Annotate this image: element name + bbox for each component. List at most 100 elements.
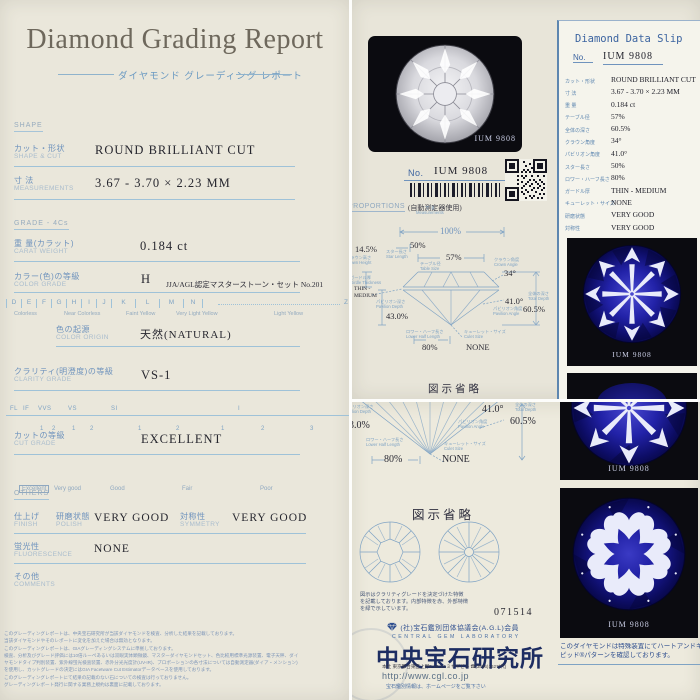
diagram-measurements-label: 寸 法 Measurements bbox=[416, 205, 444, 215]
measurements-label-jp: 寸 法 bbox=[14, 176, 34, 185]
list-item: 2 bbox=[176, 426, 180, 432]
serial-number: 071514 bbox=[494, 607, 533, 618]
arrows-pattern-image bbox=[582, 244, 682, 344]
proportions-diagram bbox=[362, 227, 540, 344]
list-item: を使用し、カットグレードの決定にはGIA Facetware Cut Estim… bbox=[4, 667, 215, 673]
color-origin-value: 天然(NATURAL) bbox=[140, 329, 232, 341]
list-item: ヤモンドタイプ判別装置、紫外線蛍光検査装置、赤外分光光度計(UV-IR)、プロポ… bbox=[4, 660, 298, 666]
finish-label-jp: 仕上げ bbox=[14, 512, 40, 521]
report-subtitle: ダイヤモンド グレーディング レポート bbox=[118, 71, 303, 82]
lower-half-label: ロワー・ハーフ長さ Lower Half Length bbox=[366, 437, 404, 447]
list-item: G bbox=[52, 299, 67, 308]
list-item: このグレーディングレポートは、中央宝石研究所が当該ダイヤモンドを検査、分析した結… bbox=[4, 631, 238, 636]
subtitle-rule-right bbox=[236, 74, 292, 75]
list-item: Light Yellow bbox=[274, 311, 304, 317]
list-item: D bbox=[6, 299, 22, 308]
clarity-plot-note: 図示はクラリティグレードを決定づけた特徴 を記載しております。内部特徴を赤、外部… bbox=[360, 592, 469, 612]
arrows-image-frame: IUM 9808 bbox=[567, 238, 697, 366]
list-item: 1 bbox=[221, 426, 225, 432]
color-scale-end: Z bbox=[344, 299, 348, 306]
arrows-image-id: IUM 9808 bbox=[612, 350, 652, 359]
diagram-pavilion-depth-label: パビリオン深さ Pavilion Depth bbox=[376, 299, 406, 309]
hearts-arrows-note: このダイヤモンドは特殊装置にてハートアンドキュー ピッド®パターンを確認しており… bbox=[560, 643, 700, 659]
hearts-image-partial bbox=[597, 383, 667, 399]
list-item: Faint Yellow bbox=[126, 311, 156, 317]
diagram-crown-angle-value: 34° bbox=[504, 268, 516, 278]
stone-no-value: IUM 9808 bbox=[434, 165, 489, 177]
cut-label-jp: カットの等級 bbox=[14, 431, 65, 440]
grading-report-page: Diamond Grading Report ダイヤモンド グレーディング レポ… bbox=[0, 0, 349, 700]
plot-diagram-circles bbox=[359, 521, 500, 583]
lower-half-value: 80% bbox=[384, 454, 403, 465]
diagram-total-depth-value: 60.5% bbox=[523, 304, 545, 314]
hearts-image-id: IUM 9808 bbox=[608, 620, 650, 629]
barcode bbox=[410, 183, 502, 197]
list-item: 1 bbox=[40, 426, 44, 432]
lab-address: 本社 東京都台東区上野5-15-14 ミヤギビル ☎(3836)1627(代) bbox=[382, 664, 507, 669]
diagram-culet-label: キューレット・サイズ Culet Size bbox=[464, 329, 506, 339]
list-item: IF bbox=[23, 406, 30, 412]
measurements-label-en: MEASUREMENTS bbox=[14, 185, 74, 192]
slip-row: 重 量 0.184 ct bbox=[565, 99, 636, 110]
rule bbox=[404, 180, 508, 181]
list-item: I bbox=[82, 299, 97, 308]
slip-row: キューレット・サイズ NONE bbox=[565, 197, 632, 208]
color-origin-label-en: COLOR ORIGIN bbox=[56, 334, 109, 341]
comments-label-jp: その他 bbox=[14, 572, 40, 581]
list-item: E bbox=[22, 299, 37, 308]
list-item: Very Light Yellow bbox=[176, 311, 218, 317]
diagram-girdle-value-2: MEDIUM bbox=[354, 293, 377, 299]
slip-row: 寸 法 3.67 - 3.70 × 2.23 MM bbox=[565, 87, 680, 97]
subtitle-rule-left bbox=[58, 74, 114, 75]
slip-row: パビリオン角度 41.0° bbox=[565, 148, 628, 159]
list-item: 2 bbox=[261, 426, 265, 432]
pavilion-angle-label: パビリオン角度 Pavilion Angle bbox=[458, 419, 488, 429]
auto-measure-note: (自動測定器使用) bbox=[408, 204, 462, 212]
list-item: VVS bbox=[38, 406, 52, 412]
polish-label-en: POLISH bbox=[56, 521, 83, 528]
rule bbox=[56, 346, 300, 347]
list-item: 3 bbox=[310, 426, 314, 432]
list-item: H bbox=[67, 299, 82, 308]
gem-logo-icon bbox=[387, 622, 397, 632]
fine-print: このグレーディングレポートは、中央宝石研究所が当該ダイヤモンドを検査、分析した結… bbox=[4, 630, 348, 688]
shape-cut-value: ROUND BRILLIANT CUT bbox=[95, 143, 256, 157]
arrows-pattern-image bbox=[568, 402, 691, 471]
list-item: Excellent bbox=[19, 485, 50, 493]
fluorescence-value: NONE bbox=[94, 543, 130, 555]
diagram-pavilion-angle-value: 41.0° bbox=[505, 296, 524, 306]
report-title: Diamond Grading Report bbox=[26, 24, 324, 55]
diagram-crown-height-label: クラウン高さCrown Height bbox=[352, 255, 372, 265]
color-scale-bands: Colorless Near Colorless Faint Yellow Very … bbox=[6, 311, 349, 319]
list-item: 当該ダイヤモンドやそのレポートに変化を加えた場合は無効となります。 bbox=[4, 638, 155, 644]
list-item: 検査、分析及びグレード評価には10倍ルーペあるいは双眼実体顕微鏡、マスターダイヤ… bbox=[4, 652, 299, 658]
lab-name-en: CENTRAL GEM LABORATORY bbox=[392, 634, 521, 640]
diagram-crown-angle-label: クラウン角度 Crown Angle bbox=[494, 257, 520, 267]
list-item: J bbox=[97, 299, 112, 308]
polish-label-jp: 研磨状態 bbox=[56, 512, 90, 521]
slip-row: 研磨状態 VERY GOOD bbox=[565, 210, 655, 220]
list-item: L bbox=[136, 299, 160, 308]
slip-row: ロワー・ハーフ長さ 80% bbox=[565, 173, 625, 183]
lab-url: http://www.cgl.co.jp bbox=[382, 671, 470, 681]
carat-value: 0.184 ct bbox=[140, 239, 189, 253]
list-item: N bbox=[184, 299, 203, 308]
section-grade: GRADE - 4Cs bbox=[14, 220, 69, 230]
shape-cut-label-jp: カット・形状 bbox=[14, 144, 65, 153]
proportions-header: PROPORTIONS bbox=[352, 203, 406, 212]
color-label-jp: カラー(色)の等級 bbox=[14, 272, 80, 281]
list-item: Poor bbox=[260, 486, 273, 492]
rule bbox=[14, 292, 300, 293]
list-item: I bbox=[238, 406, 241, 412]
rule bbox=[14, 390, 300, 391]
homepage-note: 宝石鑑別情報は、ホームページをご覧下さい bbox=[386, 684, 486, 690]
slip-rows: カット・形状 ROUND BRILLIANT CUT 寸 法 3.67 - 3.70 … bbox=[565, 75, 699, 235]
hearts-image-frame-partial bbox=[567, 373, 697, 399]
diamond-data-slip: Diamond Data Slip No. IUM 9808 カット・形状 ROU… bbox=[557, 20, 700, 399]
clarity-label-en: CLARITY GRADE bbox=[14, 376, 72, 383]
diagram-crown-height-value: 14.5% bbox=[355, 244, 377, 254]
list-item: Near Colorless bbox=[64, 311, 101, 317]
diagram-star-value: 50% bbox=[410, 240, 426, 250]
clarity-scale-tops: FL IF VVS VS SI I bbox=[6, 406, 349, 416]
